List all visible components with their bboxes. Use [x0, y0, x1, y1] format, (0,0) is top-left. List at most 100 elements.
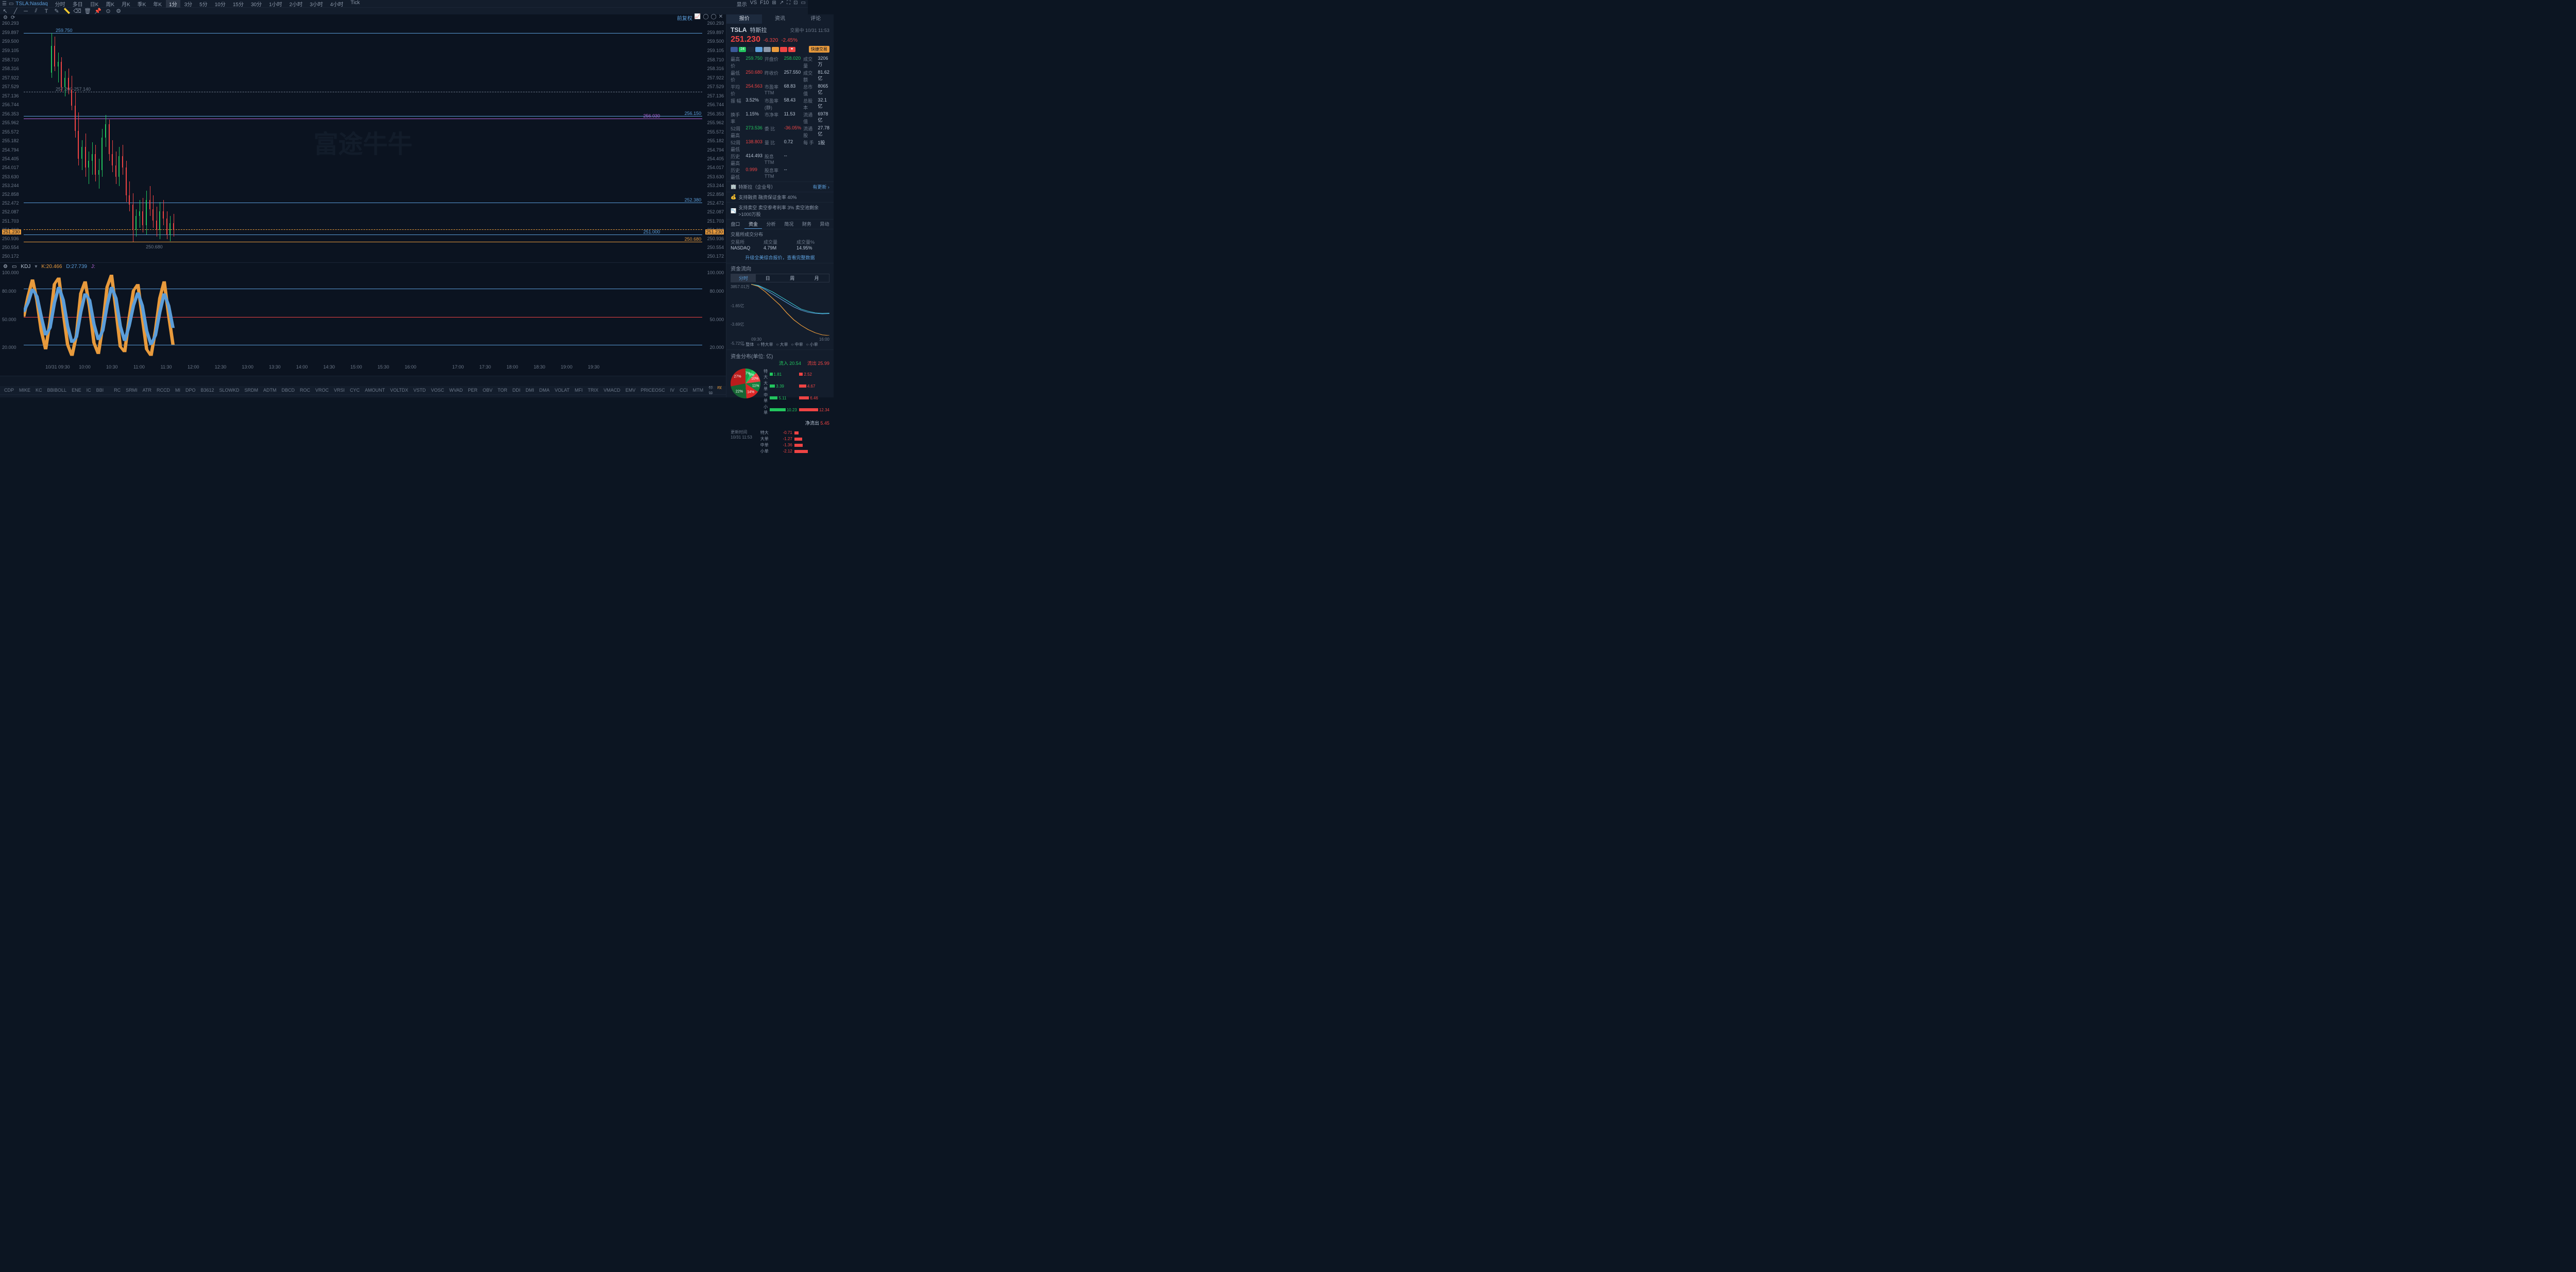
- indicator-TOR[interactable]: TOR: [498, 388, 507, 393]
- menu-icon[interactable]: ☰: [2, 1, 7, 7]
- cursor-icon[interactable]: ↖: [2, 8, 8, 14]
- indicator-VSTD[interactable]: VSTD: [413, 388, 426, 393]
- rp-tab-评论[interactable]: 评论: [798, 14, 834, 24]
- rp-subtab-盘口[interactable]: 盘口: [726, 220, 744, 229]
- rp-subtab-异动[interactable]: 异动: [816, 220, 834, 229]
- trash-icon[interactable]: 🗑: [84, 8, 91, 14]
- symbol-label[interactable]: TSLA:Nasdaq: [15, 1, 47, 7]
- timeframe-3小时[interactable]: 3小时: [307, 0, 326, 8]
- indicator-WVAD[interactable]: WVAD: [449, 388, 463, 393]
- indicator-DDI[interactable]: DDI: [513, 388, 521, 393]
- timeframe-4小时[interactable]: 4小时: [327, 0, 347, 8]
- timeframe-季K[interactable]: 季K: [134, 0, 149, 8]
- fund-legend-item[interactable]: ○ 特大单: [757, 342, 773, 347]
- topbar-显示[interactable]: 显示: [737, 0, 747, 8]
- indicator-RC[interactable]: RC: [114, 388, 121, 393]
- indicator-CYC[interactable]: CYC: [350, 388, 360, 393]
- topbar-icon-4[interactable]: ▭: [801, 0, 806, 8]
- indicator-PRICEOSC[interactable]: PRICEOSC: [641, 388, 665, 393]
- indicator-MI[interactable]: MI: [175, 388, 180, 393]
- fund-chart[interactable]: 3857.01万-1.65亿-3.69亿-5.72亿09:3016:00: [731, 284, 829, 341]
- settings-icon[interactable]: ⚙: [115, 8, 122, 14]
- indicator-VOLAT[interactable]: VOLAT: [555, 388, 570, 393]
- indicator-DBCD[interactable]: DBCD: [282, 388, 295, 393]
- indicator-VRSI[interactable]: VRSI: [334, 388, 345, 393]
- rp-subtab-资金[interactable]: 资金: [744, 220, 762, 229]
- fund-tab-分时[interactable]: 分时: [731, 274, 755, 282]
- quick-trade-button[interactable]: 快捷交易: [809, 46, 829, 53]
- rp-tab-资讯[interactable]: 资讯: [762, 14, 798, 24]
- indicator-TRIX[interactable]: TRIX: [588, 388, 599, 393]
- indicator-CCI[interactable]: CCI: [680, 388, 688, 393]
- timeframe-15分[interactable]: 15分: [230, 0, 247, 8]
- fund-tab-日[interactable]: 日: [756, 274, 780, 282]
- indicator-B3612[interactable]: B3612: [200, 388, 214, 393]
- topbar-icon-1[interactable]: ↗: [779, 0, 784, 8]
- company-section[interactable]: 🏢 特斯拉（企业号） 有更新 ›: [726, 181, 834, 192]
- indicator-ROC[interactable]: ROC: [300, 388, 310, 393]
- indicator-EMV[interactable]: EMV: [625, 388, 636, 393]
- indicator-VROC[interactable]: VROC: [315, 388, 329, 393]
- indicator-VOLTDX[interactable]: VOLTDX: [390, 388, 408, 393]
- timeframe-分时[interactable]: 分时: [52, 0, 69, 8]
- upgrade-hint[interactable]: 升级全美综合报价，查看完整数据: [726, 252, 834, 263]
- panel-icon[interactable]: ▭: [12, 264, 16, 270]
- kdj-chart[interactable]: [24, 270, 702, 363]
- fund-legend-item[interactable]: ○ 大单: [776, 342, 788, 347]
- company-more[interactable]: 有更新 ›: [812, 183, 829, 190]
- indicator-VMACD[interactable]: VMACD: [604, 388, 621, 393]
- flag-badge[interactable]: ♥: [788, 47, 795, 52]
- chevron-down-icon[interactable]: ▾: [35, 264, 37, 270]
- hline-icon[interactable]: ─: [23, 8, 29, 14]
- panel-icon[interactable]: ▭: [9, 1, 13, 7]
- timeframe-日K[interactable]: 日K: [87, 0, 102, 8]
- text-icon[interactable]: T: [43, 8, 49, 14]
- indicator-DMI[interactable]: DMI: [526, 388, 534, 393]
- timeframe-2小时[interactable]: 2小时: [286, 0, 306, 8]
- pin-icon[interactable]: 📌: [95, 8, 101, 14]
- flag-badge[interactable]: [772, 47, 779, 52]
- rp-tab-报价[interactable]: 报价: [726, 14, 762, 24]
- indicator-IC[interactable]: IC: [87, 388, 91, 393]
- scroll-preview[interactable]: [0, 376, 726, 386]
- brush-icon[interactable]: ✎: [54, 8, 60, 14]
- indicator-RCCD[interactable]: RCCD: [157, 388, 170, 393]
- indicator-mgmt[interactable]: 时段: [717, 386, 722, 394]
- indicator-MIKE[interactable]: MIKE: [19, 388, 30, 393]
- indicator-ADTM[interactable]: ADTM: [263, 388, 277, 393]
- fund-tab-月[interactable]: 月: [804, 274, 828, 282]
- gear-icon[interactable]: ⚙: [3, 15, 8, 21]
- indicator-VOSC[interactable]: VOSC: [431, 388, 444, 393]
- indicator-AMOUNT[interactable]: AMOUNT: [365, 388, 385, 393]
- indicator-CDP[interactable]: CDP: [4, 388, 14, 393]
- flag-badge[interactable]: 24: [739, 47, 746, 52]
- flag-badge[interactable]: [731, 47, 738, 52]
- short-section[interactable]: 📉 支持卖空 卖空参考利率 3% 卖空池剩余 >1000万股: [726, 202, 834, 219]
- indicator-SRDM[interactable]: SRDM: [245, 388, 259, 393]
- timeframe-10分[interactable]: 10分: [212, 0, 229, 8]
- fund-legend-item[interactable]: ○ 中单: [791, 342, 803, 347]
- indicator-BBIBOLL[interactable]: BBIBOLL: [47, 388, 67, 393]
- flag-badge[interactable]: [780, 47, 787, 52]
- price-chart[interactable]: 260.293259.897259.500259.105258.710258.3…: [0, 21, 726, 262]
- fib-icon[interactable]: ⫽: [33, 8, 39, 14]
- indicator-PER[interactable]: PER: [468, 388, 478, 393]
- flag-badge[interactable]: [747, 47, 754, 52]
- focus-icon[interactable]: ⊙: [105, 8, 111, 14]
- topbar-icon-3[interactable]: ⊡: [793, 0, 798, 8]
- indicator-SLOWKD[interactable]: SLOWKD: [219, 388, 240, 393]
- timeframe-周K[interactable]: 周K: [103, 0, 117, 8]
- margin-section[interactable]: 💰 支持融资 融资保证金率 40%: [726, 192, 834, 202]
- topbar-icon-2[interactable]: ⛶: [787, 0, 790, 8]
- erase-icon[interactable]: ⌫: [74, 8, 80, 14]
- indicator-IV[interactable]: IV: [670, 388, 675, 393]
- timeframe-多日[interactable]: 多日: [70, 0, 86, 8]
- trend-icon[interactable]: ╱: [12, 8, 19, 14]
- indicator-MFI[interactable]: MFI: [575, 388, 583, 393]
- timeframe-1小时[interactable]: 1小时: [266, 0, 285, 8]
- indicator-DPO[interactable]: DPO: [185, 388, 196, 393]
- rp-subtab-简况[interactable]: 简况: [780, 220, 798, 229]
- indicator-BBI[interactable]: BBI: [96, 388, 104, 393]
- ruler-icon[interactable]: 📏: [64, 8, 70, 14]
- topbar-F10[interactable]: F10: [760, 0, 769, 8]
